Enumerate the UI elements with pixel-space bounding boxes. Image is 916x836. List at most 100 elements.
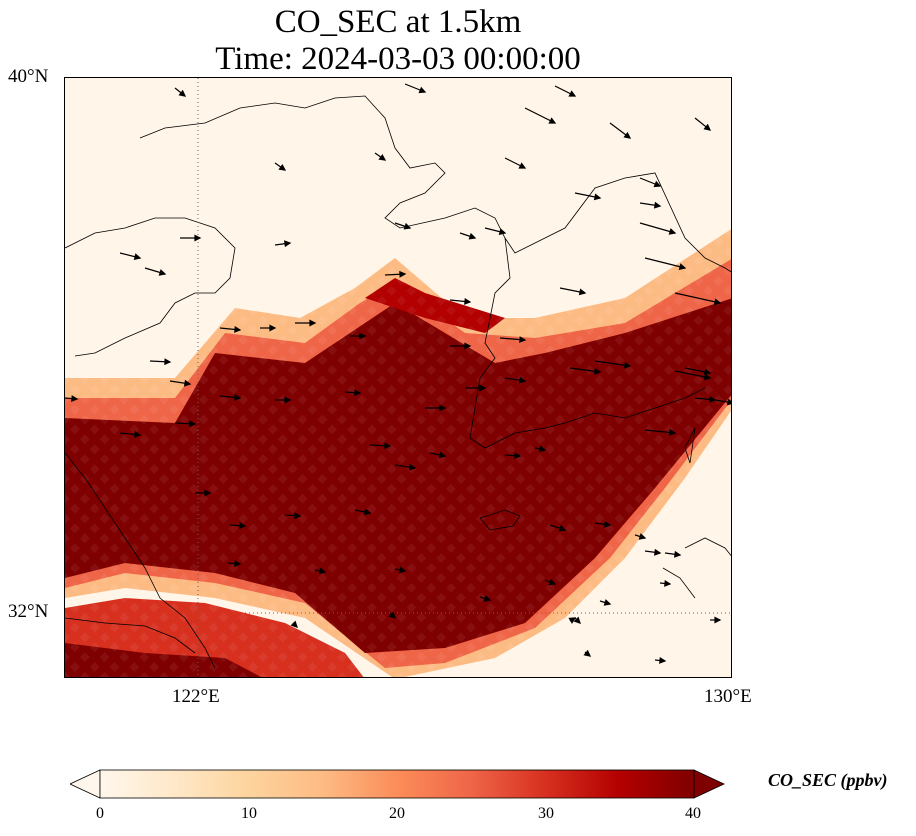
wind-vector-arrow <box>639 222 676 234</box>
wind-vector-head <box>178 89 187 97</box>
wind-vector-head <box>703 123 712 131</box>
wind-vector-head <box>71 395 79 402</box>
wind-vector-head <box>514 452 522 460</box>
wind-vector-head <box>573 616 581 624</box>
wind-vector-arrow <box>594 360 631 367</box>
wind-vector-head <box>384 442 392 450</box>
wind-vector-head <box>713 298 722 306</box>
wind-vector-head <box>578 288 587 296</box>
grid-cell-texture <box>65 78 731 677</box>
wind-vector-head <box>678 263 687 271</box>
wind-vector-head <box>239 522 247 530</box>
wind-vector-head <box>283 240 292 248</box>
map-canvas <box>65 78 731 677</box>
colorbar-label: CO_SEC (ppbv) <box>768 770 888 790</box>
wind-vector-head <box>388 611 396 619</box>
lat-label-40n: 40°N <box>8 66 49 87</box>
wind-vector-head <box>403 222 412 230</box>
wind-vectors <box>65 83 731 664</box>
wind-vector-head <box>479 384 487 392</box>
wind-vector-head <box>359 332 367 340</box>
wind-vector-head <box>583 649 592 657</box>
wind-vector-head <box>234 560 242 567</box>
wind-vector-head <box>653 201 662 209</box>
wind-vector-head <box>709 395 717 403</box>
wind-vector-head <box>408 463 417 471</box>
wind-vector-head <box>668 228 677 235</box>
wind-vector-head <box>164 358 172 366</box>
colorbar-extend-high <box>693 769 725 799</box>
colorbar-gradient <box>99 769 695 799</box>
wind-vector-head <box>284 396 292 404</box>
wind-vector-head <box>294 512 302 520</box>
wind-vector-head <box>518 376 527 384</box>
wind-vector-head <box>363 508 372 516</box>
wind-vector-head <box>673 550 682 558</box>
wind-vector-head <box>593 193 602 201</box>
wind-vector-head <box>158 269 167 276</box>
wind-vector-head <box>483 595 492 602</box>
lon-label-122e: 122°E <box>172 686 220 707</box>
wind-vector-head <box>468 232 477 240</box>
wind-vector-head <box>653 548 662 556</box>
map-panel[interactable] <box>64 77 732 678</box>
wind-vector-head <box>623 131 632 139</box>
wind-vector-head <box>703 373 712 381</box>
wind-vector-arrow <box>644 257 686 269</box>
wind-vector-arrow <box>674 370 711 379</box>
wind-vector-head <box>134 430 142 438</box>
wind-vector-head <box>354 389 362 397</box>
wind-vector-head <box>548 117 557 124</box>
wind-vector-head <box>519 336 527 344</box>
wind-vector-head <box>438 451 447 459</box>
wind-vector-head <box>439 404 447 412</box>
wind-vector-arrow <box>674 292 721 304</box>
wind-vector-head <box>638 533 647 540</box>
lon-label-130e: 130°E <box>704 686 752 707</box>
map-title-line2: Time: 2024-03-03 00:00:00 <box>215 41 581 77</box>
wind-vector-head <box>518 162 527 169</box>
wind-vector-head <box>623 361 632 369</box>
wind-vector-head <box>234 325 242 333</box>
colorbar-extend-low <box>70 769 101 799</box>
wind-vector-head <box>194 234 202 242</box>
wind-vector-head <box>659 656 667 664</box>
wind-vector-head <box>703 368 712 376</box>
wind-vector-head <box>669 428 677 436</box>
colorbar-tick-20: 20 <box>389 805 405 822</box>
wind-vector-head <box>133 253 142 261</box>
wind-vector-head <box>269 324 277 332</box>
colorbar-tick-0: 0 <box>96 805 104 822</box>
wind-vector-head <box>398 566 407 574</box>
wind-vector-head <box>558 524 567 532</box>
colorbar <box>70 769 725 799</box>
wind-vector-head <box>538 445 547 453</box>
map-title-line1: CO_SEC at 1.5km <box>274 4 522 40</box>
colorbar-tick-10: 10 <box>241 805 257 822</box>
colorbar-tick-30: 30 <box>538 805 554 822</box>
wind-vector-head <box>548 578 557 586</box>
lat-label-32n: 32°N <box>8 601 49 622</box>
wind-vector-head <box>498 228 507 236</box>
wind-vector-head <box>318 567 327 575</box>
wind-vector-head <box>568 617 577 624</box>
wind-vector-head <box>278 163 287 171</box>
wind-vector-head <box>378 153 387 161</box>
wind-vector-head <box>290 620 298 628</box>
wind-vector-head <box>593 367 602 375</box>
wind-vector-head <box>464 297 472 305</box>
wind-vector-head <box>189 420 197 428</box>
colorbar-tick-40: 40 <box>685 805 701 822</box>
wind-vector-head <box>204 489 212 497</box>
wind-vector-head <box>309 319 317 327</box>
wind-vector-head <box>234 393 242 401</box>
wind-vector-head <box>464 342 472 350</box>
wind-vector-head <box>664 579 672 587</box>
wind-vector-head <box>603 599 612 606</box>
wind-vector-head <box>183 379 192 387</box>
wind-vector-head <box>653 180 662 188</box>
gridlines <box>65 78 731 677</box>
wind-vector-head <box>714 616 722 624</box>
wind-vector-head <box>568 90 577 97</box>
wind-vector-head <box>399 270 407 278</box>
